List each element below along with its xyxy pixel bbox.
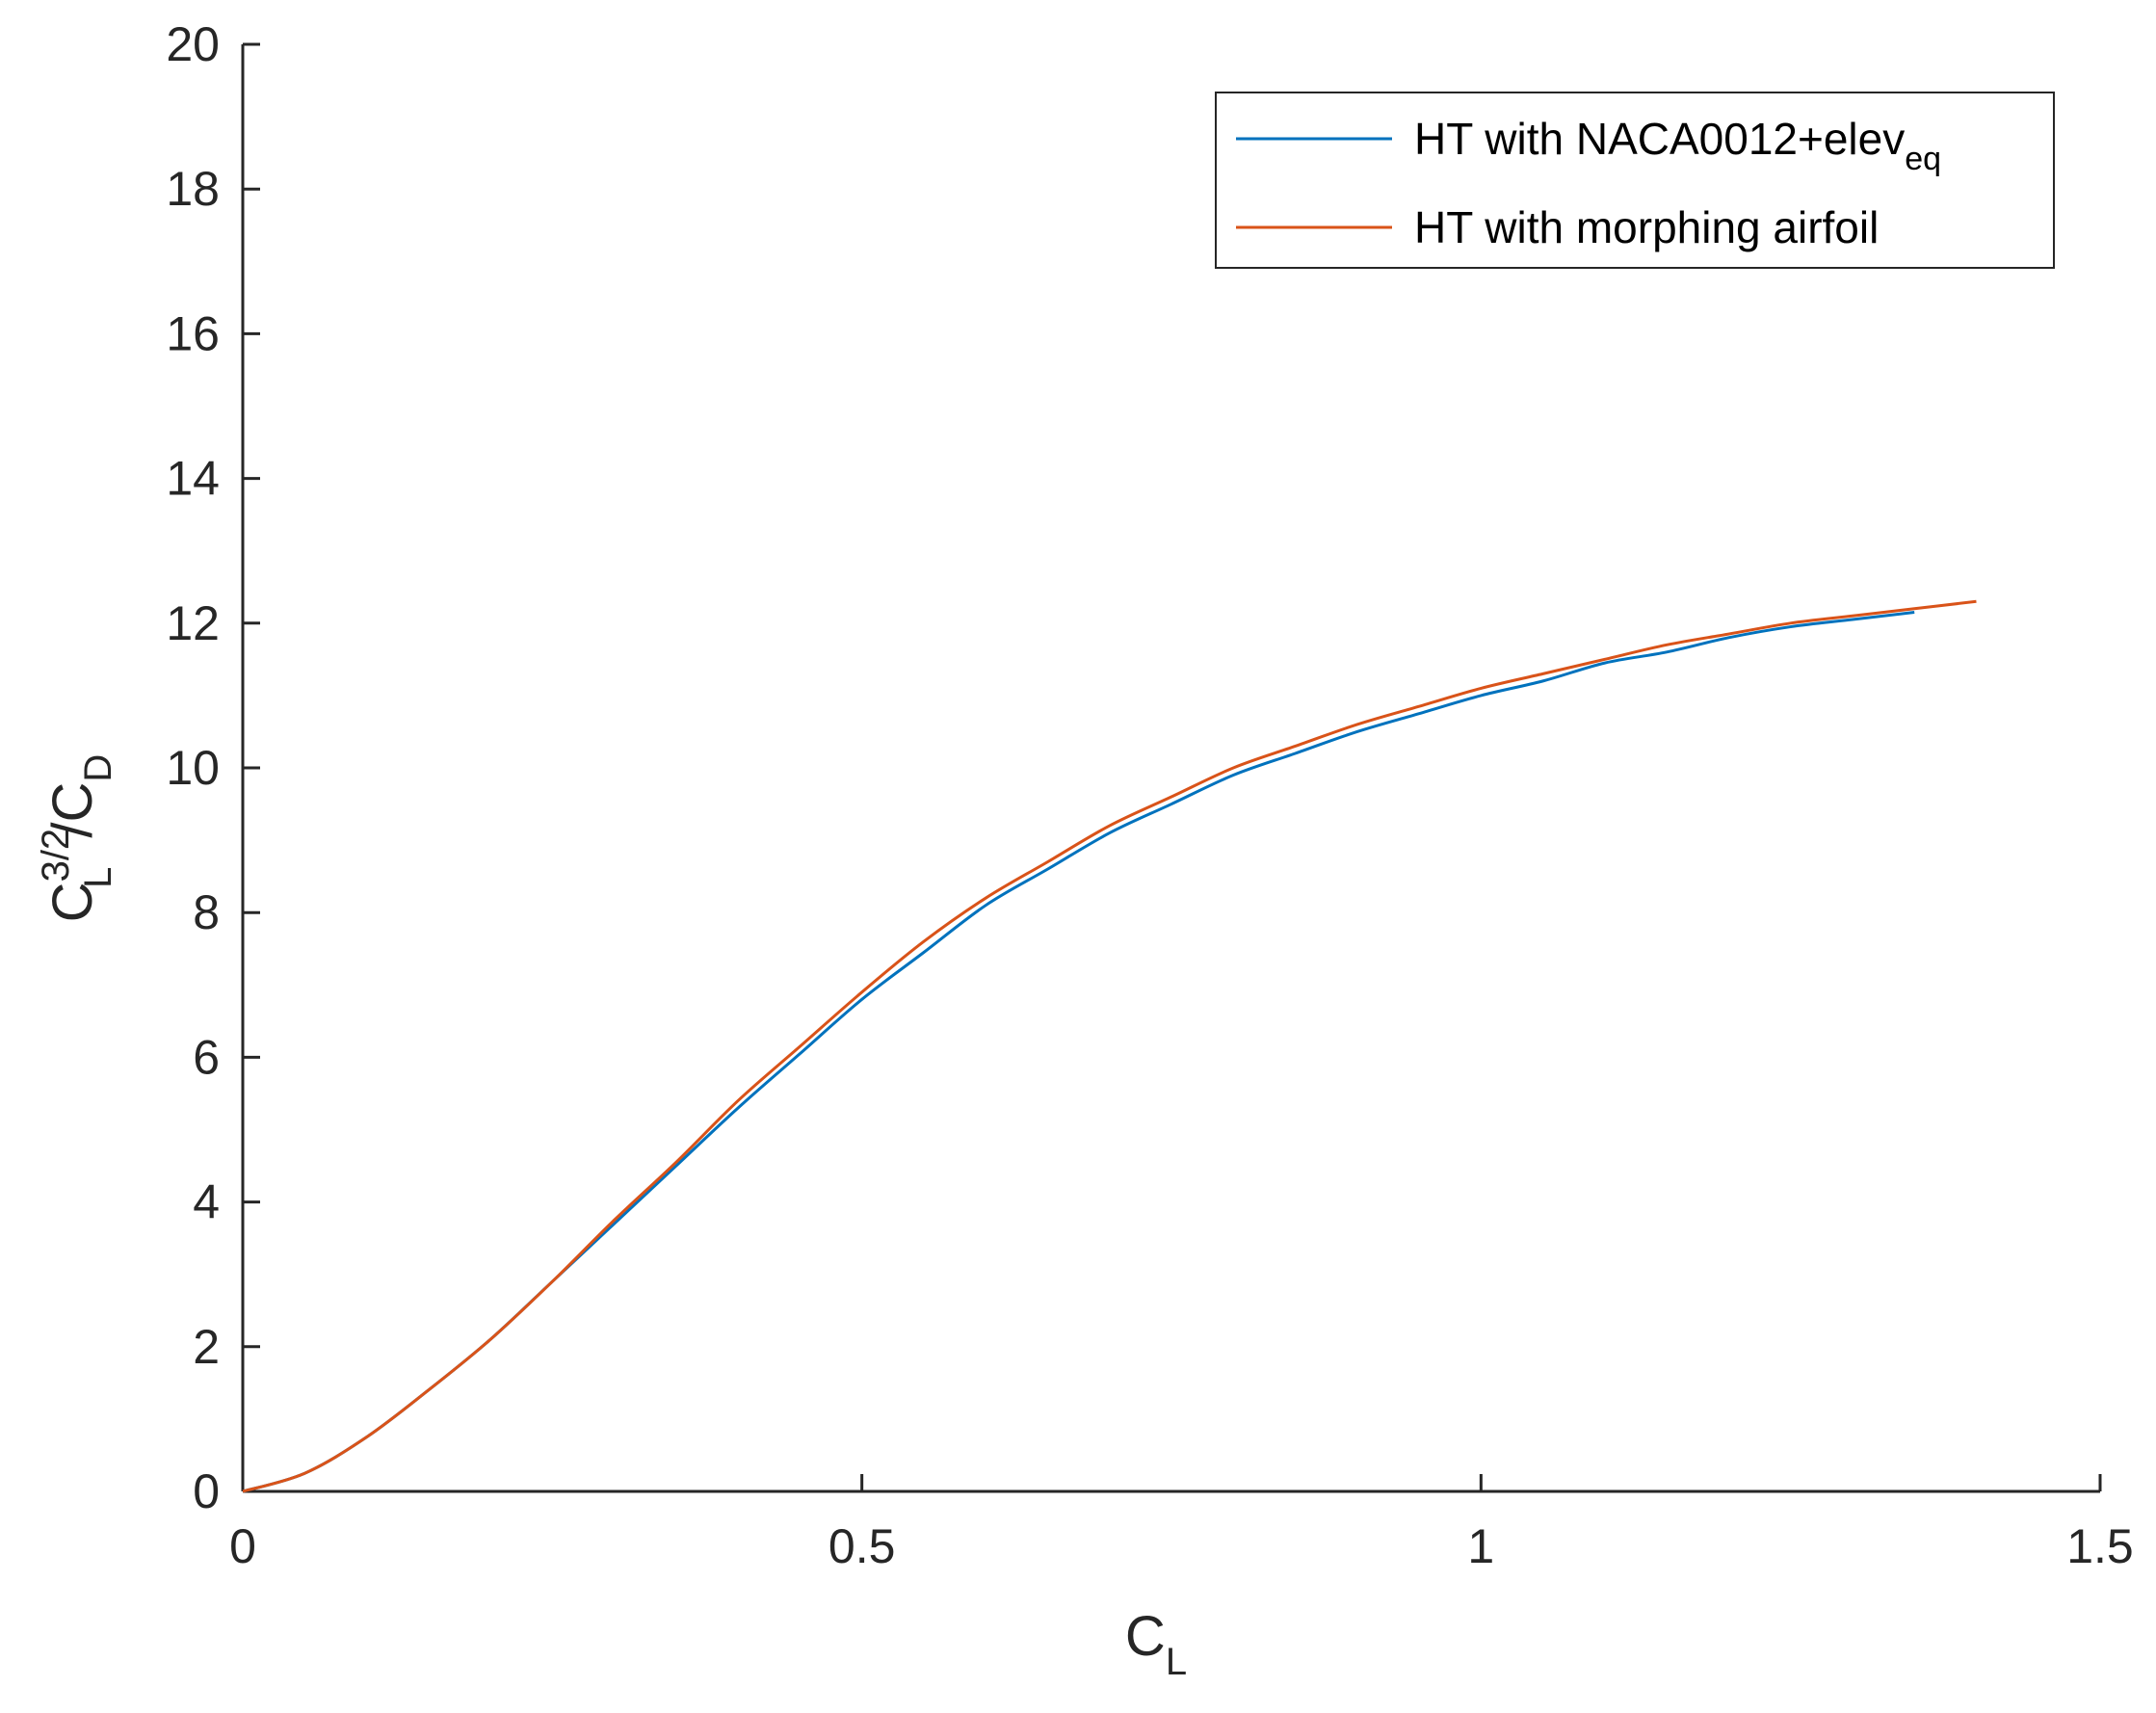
series-line-naca: [242, 611, 1915, 1493]
legend: HT with NACA0012+eleveq HT with morphing…: [1215, 92, 2055, 269]
series-layer: [242, 599, 1977, 1493]
y-tick-label: 4: [193, 1175, 220, 1229]
x-tick-label: 1: [1467, 1519, 1494, 1573]
x-tick-label: 1.5: [2066, 1519, 2134, 1573]
y-tick-label: 8: [193, 885, 220, 939]
x-tick-label: 0.5: [828, 1519, 896, 1573]
y-tick-label: 18: [166, 162, 220, 216]
y-axis-label: C3/2L/CD: [35, 754, 119, 923]
y-axis: 0 2 4 6 8 10 12 14 16 18 20: [166, 17, 260, 1518]
legend-box: [1215, 92, 2055, 269]
y-tick-label: 0: [193, 1464, 220, 1518]
y-tick-label: 2: [193, 1320, 220, 1374]
x-axis-label: CL: [1125, 1605, 1187, 1683]
legend-entry-morphing: HT with morphing airfoil: [1414, 202, 1879, 252]
y-tick-label: 6: [193, 1030, 220, 1084]
y-tick-label: 20: [166, 17, 220, 71]
x-axis: 0 0.5 1 1.5: [229, 1474, 2134, 1573]
y-tick-label: 10: [166, 741, 220, 795]
y-tick-label: 12: [166, 596, 220, 650]
x-tick-label: 0: [229, 1519, 256, 1573]
series-line-morphing: [242, 599, 1977, 1493]
legend-entry-naca: HT with NACA0012+eleveq: [1414, 114, 1941, 177]
y-tick-label: 14: [166, 452, 220, 506]
y-tick-label: 16: [166, 306, 220, 360]
